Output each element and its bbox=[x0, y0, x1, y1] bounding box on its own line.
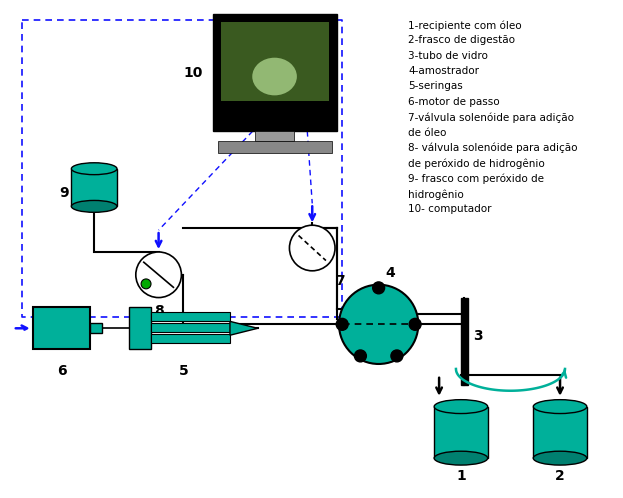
Bar bbox=[33, 307, 90, 349]
Circle shape bbox=[136, 252, 181, 298]
Bar bbox=[218, 141, 332, 153]
Text: 1: 1 bbox=[456, 469, 466, 483]
Bar bbox=[90, 323, 102, 333]
Text: 4-amostrador: 4-amostrador bbox=[409, 66, 479, 76]
Text: de óleo: de óleo bbox=[409, 127, 447, 137]
Circle shape bbox=[336, 318, 348, 330]
Ellipse shape bbox=[434, 451, 488, 465]
Text: 7: 7 bbox=[335, 274, 345, 288]
Bar bbox=[461, 298, 468, 385]
Circle shape bbox=[354, 350, 366, 362]
Text: 6: 6 bbox=[57, 364, 66, 378]
Circle shape bbox=[409, 318, 421, 330]
Circle shape bbox=[373, 282, 384, 294]
Bar bbox=[434, 406, 488, 458]
Ellipse shape bbox=[533, 400, 587, 413]
Text: 3: 3 bbox=[473, 329, 483, 343]
Text: 4: 4 bbox=[386, 266, 396, 280]
Text: 10: 10 bbox=[184, 66, 203, 80]
Bar bbox=[213, 14, 337, 131]
Bar bbox=[255, 131, 295, 141]
Text: 2-frasco de digestão: 2-frasco de digestão bbox=[409, 35, 515, 45]
Bar bbox=[72, 169, 117, 206]
Bar bbox=[533, 406, 587, 458]
Ellipse shape bbox=[434, 400, 488, 413]
Bar bbox=[151, 334, 230, 343]
Bar bbox=[221, 22, 329, 101]
Text: 10- computador: 10- computador bbox=[409, 204, 492, 215]
Text: 7-válvula solenóide para adição: 7-válvula solenóide para adição bbox=[409, 112, 574, 123]
Text: 8- válvula solenóide para adição: 8- válvula solenóide para adição bbox=[409, 143, 578, 153]
Text: 6-motor de passo: 6-motor de passo bbox=[409, 97, 500, 107]
Text: 1-recipiente com óleo: 1-recipiente com óleo bbox=[409, 20, 522, 30]
Text: 9: 9 bbox=[60, 185, 69, 200]
Ellipse shape bbox=[252, 58, 297, 95]
Circle shape bbox=[391, 350, 403, 362]
Text: de peróxido de hidrogênio: de peróxido de hidrogênio bbox=[409, 158, 545, 169]
Ellipse shape bbox=[72, 200, 117, 212]
Polygon shape bbox=[230, 321, 258, 335]
Text: 5: 5 bbox=[179, 364, 188, 378]
Bar bbox=[151, 323, 230, 332]
Circle shape bbox=[290, 225, 335, 271]
Bar bbox=[151, 312, 230, 321]
Ellipse shape bbox=[72, 163, 117, 175]
Bar bbox=[129, 307, 151, 349]
Circle shape bbox=[141, 279, 151, 289]
Text: 9- frasco com peróxido de: 9- frasco com peróxido de bbox=[409, 174, 545, 184]
Circle shape bbox=[339, 285, 418, 364]
Text: 5-seringas: 5-seringas bbox=[409, 82, 463, 92]
Text: 8: 8 bbox=[154, 304, 163, 318]
Text: hidrogênio: hidrogênio bbox=[409, 189, 464, 200]
Text: 2: 2 bbox=[555, 469, 565, 483]
Ellipse shape bbox=[533, 451, 587, 465]
Text: 3-tubo de vidro: 3-tubo de vidro bbox=[409, 51, 488, 61]
